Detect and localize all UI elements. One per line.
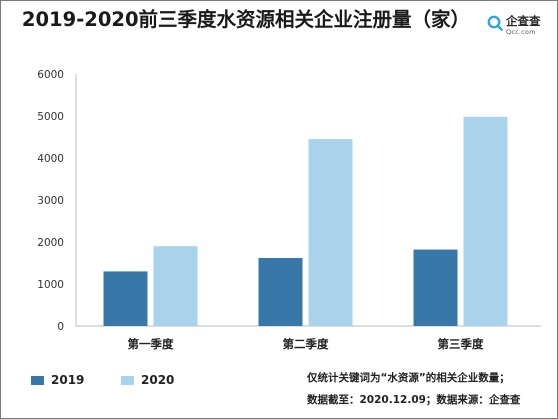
y-tick-label: 3000 [37,195,64,207]
note-line-2: 数据截至：2020.12.09；数据来源：企查查 [307,394,521,406]
y-tick-label: 0 [57,321,64,333]
bar-2019-2 [258,257,303,326]
bar-2020-1 [153,246,198,326]
legend-swatch-2020 [121,376,134,385]
x-tick-label: 第一季度 [128,337,174,351]
brand-name: 企查查 [506,14,541,28]
legend-label-2019: 2019 [51,373,85,387]
brand-logo: 企查查 Qcc.com [487,13,549,39]
y-tick-label: 1000 [37,279,64,291]
logo-handle [496,24,503,31]
legend-label-2020: 2020 [141,373,175,387]
x-tick-label: 第三季度 [438,337,484,351]
bar-2019-3 [413,249,458,326]
bar-2020-3 [463,116,508,326]
x-tick-label: 第二季度 [283,337,329,351]
bar-2019-1 [103,271,148,326]
note-line-1: 仅统计关键词为“水资源”的相关企业数量； [307,372,510,384]
bar-2020-2 [308,139,353,326]
logo-ring [487,15,501,29]
y-tick-label: 4000 [37,153,64,165]
chart-title-text: 2019-2020前三季度水资源相关企业注册量（家） [21,8,471,31]
brand-domain: Qcc.com [506,28,536,36]
y-tick-label: 6000 [37,69,64,81]
magnifier-icon [487,15,503,31]
chart-title: 2019-2020前三季度水资源相关企业注册量（家） [1,7,491,33]
bar-chart: 0 1000 2000 3000 4000 5000 6000 第一季度 第二季度 第三季度 [37,69,541,351]
legend-swatch-2019 [31,376,44,385]
y-tick-label: 5000 [37,111,64,123]
y-tick-label: 2000 [37,237,64,249]
